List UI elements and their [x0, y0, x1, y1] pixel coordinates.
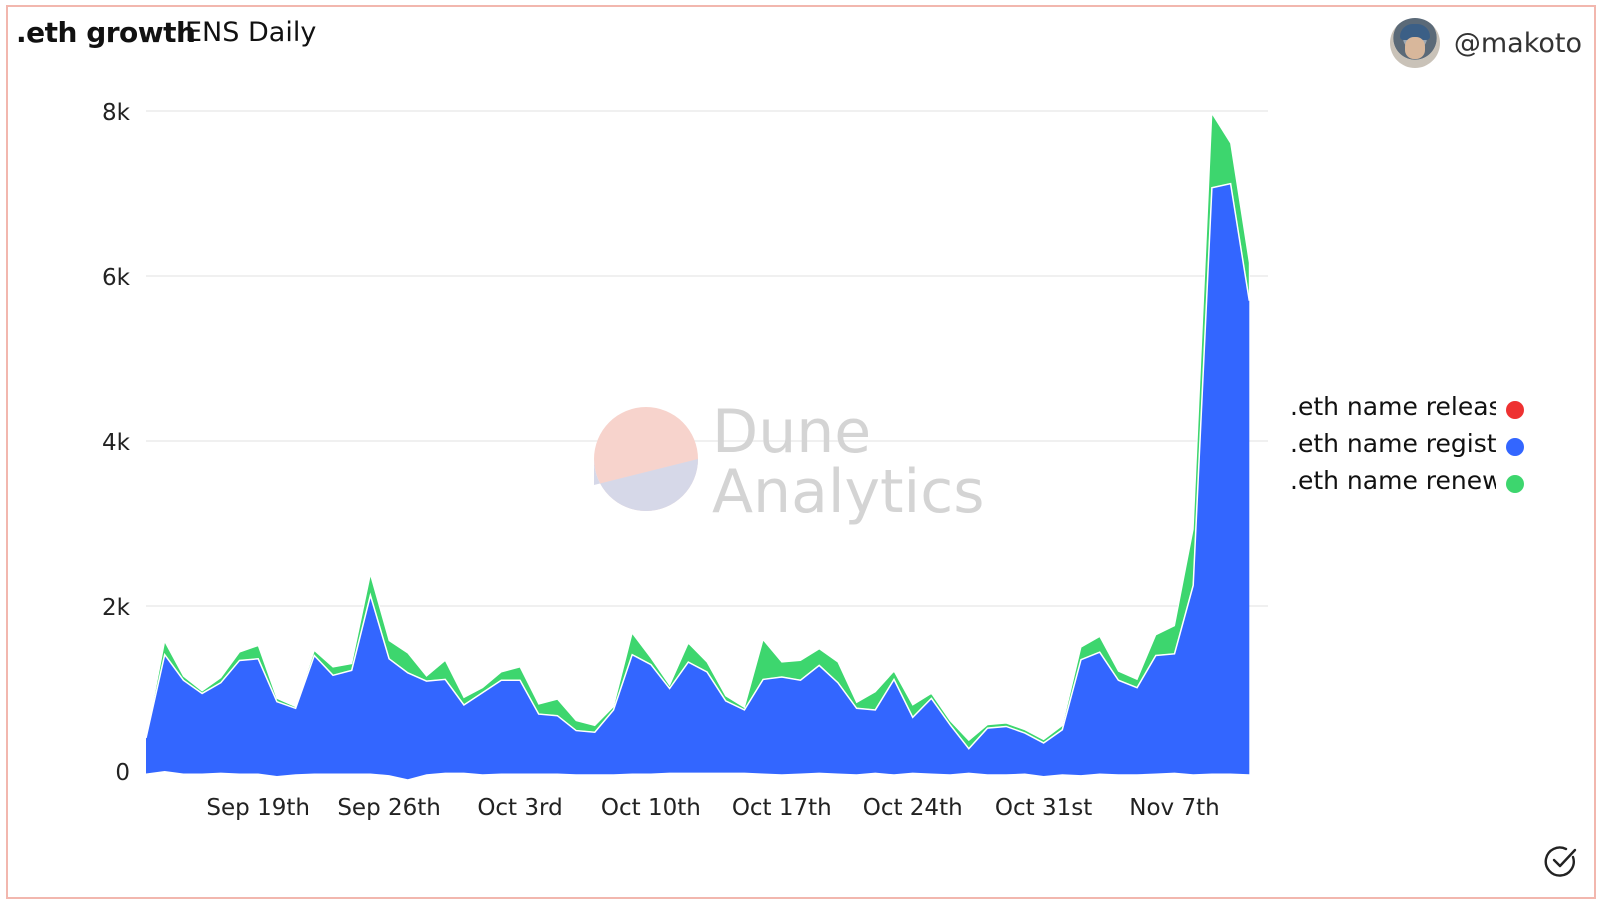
- series-registered: [146, 183, 1250, 772]
- legend-item-released[interactable]: .eth name released: [1290, 392, 1526, 429]
- y-tick-label: 2k: [102, 595, 131, 621]
- user-badge[interactable]: @makoto: [1389, 18, 1582, 68]
- legend: .eth name released .eth name registered …: [1290, 392, 1526, 503]
- legend-swatch: [1506, 475, 1524, 493]
- legend-item-registered[interactable]: .eth name registered: [1290, 429, 1526, 466]
- x-tick-label: Sep 19th: [206, 795, 310, 821]
- series-areas: [145, 111, 1251, 780]
- x-tick-label: Sep 26th: [337, 795, 441, 821]
- y-tick-label: 0: [115, 760, 130, 786]
- series-renewed: [145, 111, 1250, 750]
- chart-title: .eth growth: [16, 16, 196, 49]
- y-tick-label: 8k: [102, 100, 131, 126]
- grid-lines: [146, 110, 1268, 607]
- x-tick-label: Oct 24th: [863, 795, 963, 821]
- y-tick-label: 4k: [102, 430, 131, 456]
- x-tick-label: Oct 10th: [601, 795, 701, 821]
- legend-label: .eth name registered: [1290, 429, 1496, 458]
- legend-item-renewed[interactable]: .eth name renewed: [1290, 466, 1526, 503]
- legend-label: .eth name renewed: [1290, 466, 1496, 495]
- x-axis: Sep 19th Sep 26th Oct 3rd Oct 10th Oct 17th O…: [206, 795, 1219, 821]
- avatar[interactable]: [1389, 18, 1440, 68]
- watermark-text-dune: Dune: [712, 397, 871, 467]
- verified-check-icon: [1544, 846, 1577, 877]
- watermark-text-analytics: Analytics: [712, 457, 984, 527]
- avatar-face: [1404, 37, 1425, 59]
- x-tick-label: Oct 31st: [995, 795, 1092, 821]
- x-tick-label: Nov 7th: [1129, 795, 1219, 821]
- legend-swatch: [1506, 438, 1524, 456]
- legend-label: .eth name released: [1290, 392, 1496, 421]
- watermark-logo-bottom: [594, 459, 698, 511]
- series-released-negative: [146, 771, 1250, 780]
- y-tick-label: 6k: [102, 265, 131, 291]
- username-link[interactable]: @makoto: [1453, 27, 1582, 59]
- avatar-cap: [1399, 24, 1430, 40]
- series-separator: [145, 182, 1251, 750]
- x-tick-label: Oct 3rd: [477, 795, 562, 821]
- x-tick-label: Oct 17th: [732, 795, 832, 821]
- dune-watermark: Dune Analytics: [594, 397, 984, 527]
- legend-swatch: [1506, 401, 1524, 419]
- chart-subtitle: ENS Daily: [185, 17, 317, 48]
- y-axis: 0 2k 4k 6k 8k: [102, 100, 131, 786]
